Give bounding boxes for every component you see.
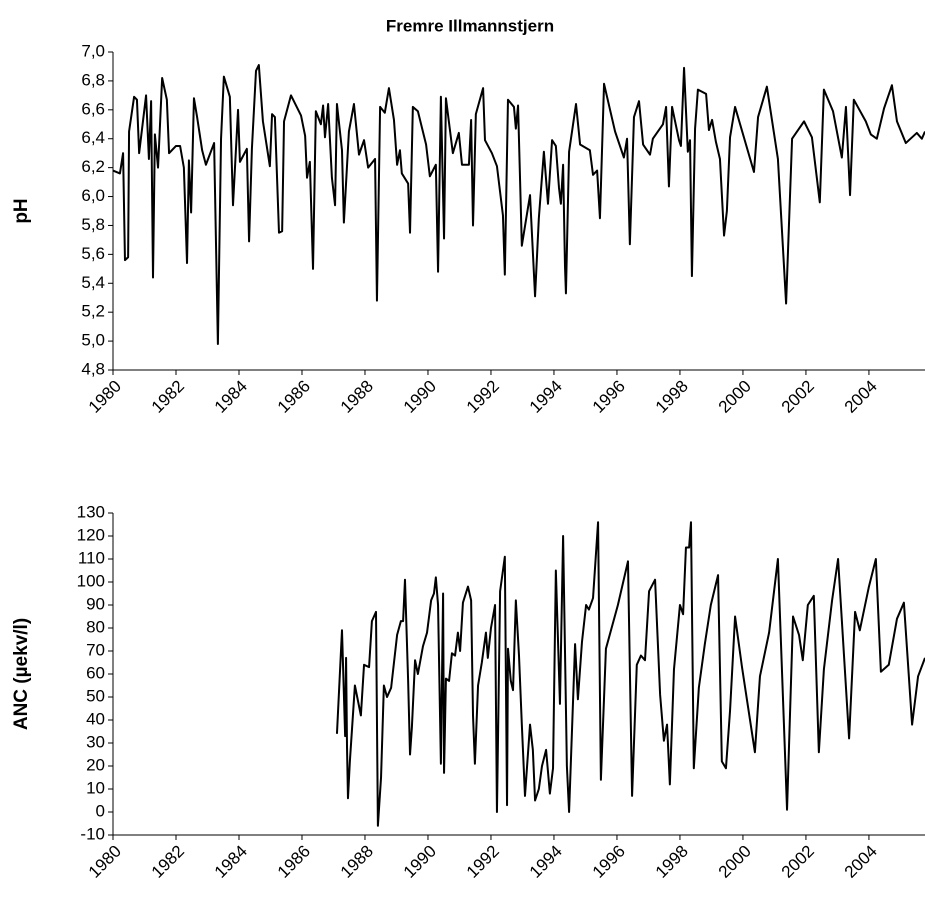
x-tick-label: 1980 bbox=[85, 842, 125, 882]
x-tick-label: 1990 bbox=[400, 377, 440, 417]
x-tick-label: 2000 bbox=[715, 842, 755, 882]
y-tick-label: 100 bbox=[77, 571, 105, 590]
y-tick-label: 10 bbox=[86, 778, 105, 797]
y-tick-label: 60 bbox=[86, 663, 105, 682]
y-tick-label: 80 bbox=[86, 617, 105, 636]
y-tick-label: 40 bbox=[86, 709, 105, 728]
y-axis-title: ANC (µekv/l) bbox=[11, 618, 32, 730]
y-tick-label: 130 bbox=[77, 502, 105, 521]
x-tick-label: 1984 bbox=[211, 377, 251, 417]
y-tick-label: 6,8 bbox=[81, 70, 105, 89]
y-tick-label: 6,4 bbox=[81, 128, 105, 147]
x-tick-label: 1980 bbox=[85, 377, 125, 417]
x-tick-label: 2000 bbox=[715, 377, 755, 417]
y-tick-label: 6,2 bbox=[81, 157, 105, 176]
x-tick-label: 1982 bbox=[148, 377, 188, 417]
y-tick-label: 4,8 bbox=[81, 359, 105, 378]
x-tick-label: 1992 bbox=[463, 842, 503, 882]
y-tick-label: 70 bbox=[86, 640, 105, 659]
y-tick-label: 5,2 bbox=[81, 302, 105, 321]
y-tick-label: 7,0 bbox=[81, 41, 105, 60]
x-tick-label: 2002 bbox=[778, 842, 818, 882]
x-tick-label: 1988 bbox=[337, 842, 377, 882]
x-tick-label: 1994 bbox=[526, 377, 566, 417]
y-tick-label: 5,0 bbox=[81, 331, 105, 350]
y-tick-label: 50 bbox=[86, 686, 105, 705]
x-tick-label: 1998 bbox=[652, 842, 692, 882]
y-tick-label: 30 bbox=[86, 732, 105, 751]
data-line bbox=[112, 64, 925, 345]
x-tick-label: 1988 bbox=[337, 377, 377, 417]
x-tick-label: 1996 bbox=[589, 842, 629, 882]
data-line bbox=[335, 521, 925, 827]
x-tick-label: 1992 bbox=[463, 377, 503, 417]
x-tick-label: 1994 bbox=[526, 842, 566, 882]
x-tick-label: 1986 bbox=[274, 842, 314, 882]
y-tick-label: 6,6 bbox=[81, 99, 105, 118]
chart-title: Fremre Illmannstjern bbox=[386, 16, 554, 35]
x-tick-label: 1996 bbox=[589, 377, 629, 417]
y-tick-label: 120 bbox=[77, 525, 105, 544]
y-tick-label: -10 bbox=[80, 824, 105, 843]
y-tick-label: 20 bbox=[86, 755, 105, 774]
x-tick-label: 2002 bbox=[778, 377, 818, 417]
y-tick-label: 90 bbox=[86, 594, 105, 613]
x-tick-label: 1986 bbox=[274, 377, 314, 417]
y-tick-label: 0 bbox=[96, 801, 105, 820]
y-axis-title: pH bbox=[11, 198, 32, 223]
y-tick-label: 110 bbox=[78, 548, 105, 567]
x-tick-label: 2004 bbox=[841, 377, 881, 417]
x-tick-label: 1990 bbox=[400, 842, 440, 882]
x-tick-label: 1982 bbox=[148, 842, 188, 882]
x-tick-label: 2004 bbox=[841, 842, 881, 882]
y-tick-label: 5,4 bbox=[81, 273, 105, 292]
x-tick-label: 1984 bbox=[211, 842, 251, 882]
y-tick-label: 5,8 bbox=[81, 215, 105, 234]
y-tick-label: 5,6 bbox=[81, 244, 105, 263]
y-tick-label: 6,0 bbox=[81, 186, 105, 205]
x-tick-label: 1998 bbox=[652, 377, 692, 417]
